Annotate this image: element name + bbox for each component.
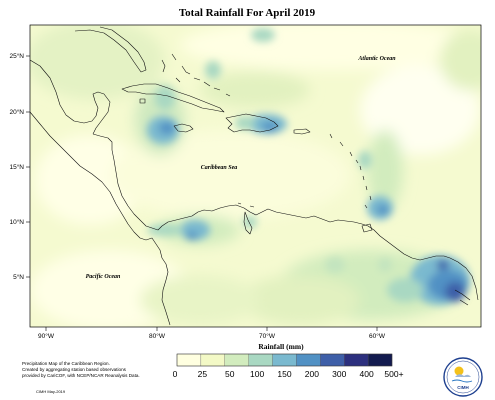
logo-text: CIMH xyxy=(457,385,469,390)
legend-frame xyxy=(176,353,393,367)
map-title: Total Rainfall For April 2019 xyxy=(179,7,316,19)
note-line-2: Created by aggregating station based obs… xyxy=(22,367,126,372)
legend-tick-label: 0 xyxy=(173,369,178,379)
note-credit: CIMH May-2019 xyxy=(36,389,66,394)
legend-swatch xyxy=(200,353,225,367)
rainfall-field xyxy=(30,25,481,327)
longitude-axis: 90°W 80°W 70°W 60°W xyxy=(38,327,386,340)
legend-tick-label: 100 xyxy=(250,369,264,379)
legend-swatch xyxy=(320,353,345,367)
legend-swatch xyxy=(176,353,202,367)
label-caribbean-sea: Caribbean Sea xyxy=(201,165,238,171)
legend-swatch xyxy=(367,353,393,367)
label-atlantic-ocean: Atlantic Ocean xyxy=(357,56,396,62)
legend-tick-label: 25 xyxy=(198,369,208,379)
lon-label-60w: 60°W xyxy=(369,332,386,340)
lon-label-70w: 70°W xyxy=(259,332,276,340)
coastlines xyxy=(30,26,479,326)
cloud-icon xyxy=(455,374,471,377)
note-line-1: Precipitation Map of the Caribbean Regio… xyxy=(22,361,110,366)
lon-label-90w: 90°W xyxy=(38,332,55,340)
legend-tick-label: 300 xyxy=(332,369,346,379)
label-pacific-ocean: Pacific Ocean xyxy=(86,274,121,280)
lat-label-10n: 10°N xyxy=(9,218,24,226)
legend-tick-label: 500+ xyxy=(384,369,403,379)
legend-ticks: 0 25 50 100 150 200 300 400 500+ xyxy=(173,369,404,379)
note-line-3: provided by CariCOF, with NCEP/NCAR Rean… xyxy=(22,373,140,378)
legend-swatch xyxy=(344,353,369,367)
legend-swatch xyxy=(224,353,249,367)
legend-colorbar xyxy=(176,353,393,367)
lat-label-25n: 25°N xyxy=(9,52,24,60)
lat-label-5n: 5°N xyxy=(13,273,24,281)
legend-title: Rainfall (mm) xyxy=(258,342,304,351)
legend-swatch xyxy=(296,353,321,367)
lat-label-20n: 20°N xyxy=(9,108,24,116)
wave-icon xyxy=(451,379,473,383)
legend-tick-label: 150 xyxy=(277,369,291,379)
legend-swatch xyxy=(272,353,297,367)
lat-label-15n: 15°N xyxy=(9,163,24,171)
lon-label-80w: 80°W xyxy=(149,332,166,340)
sun-icon xyxy=(454,366,464,376)
legend-tick-label: 50 xyxy=(225,369,235,379)
legend-tick-label: 200 xyxy=(305,369,319,379)
legend-tick-label: 400 xyxy=(360,369,374,379)
cimh-logo: CIMH xyxy=(443,357,483,397)
latitude-axis: 25°N 20°N 15°N 10°N 5°N xyxy=(9,52,30,281)
legend-swatch xyxy=(248,353,273,367)
